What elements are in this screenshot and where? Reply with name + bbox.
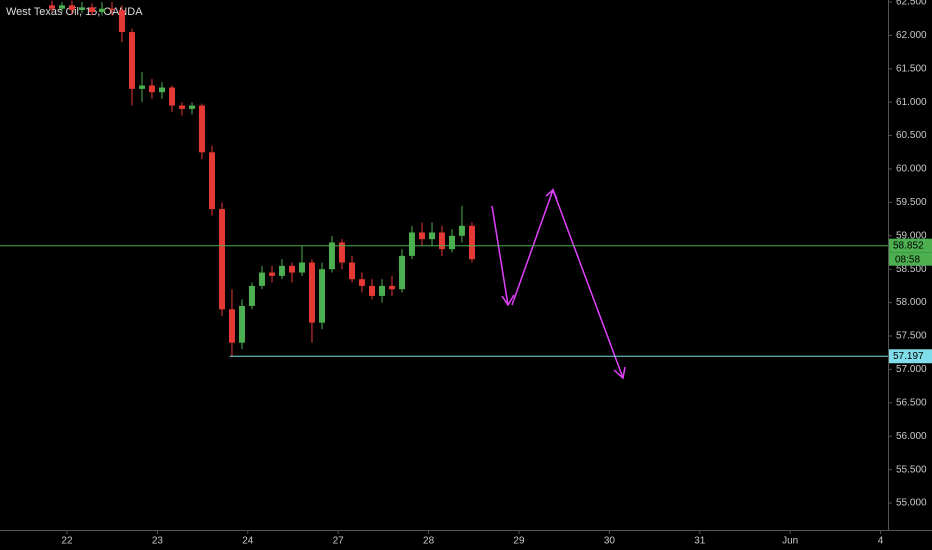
candle-body — [59, 5, 66, 9]
candle-body — [288, 265, 295, 273]
countdown-bg — [889, 252, 932, 266]
y-tick-label: 61.500 — [896, 63, 927, 74]
candle-body — [239, 305, 246, 343]
y-tick-label: 58.500 — [896, 264, 927, 275]
price-label-bg — [889, 349, 932, 364]
countdown: 08:58 — [895, 254, 920, 265]
y-tick-label: 56.500 — [896, 397, 927, 408]
arrowhead — [545, 188, 558, 200]
candle-body — [148, 85, 155, 93]
candle-body — [328, 242, 335, 270]
candle-body — [219, 209, 226, 310]
candle-body — [429, 232, 436, 240]
price-label: 57.197 — [893, 351, 924, 362]
arrow-down — [491, 205, 509, 306]
candle-body — [368, 285, 375, 296]
candle-body — [208, 152, 215, 210]
y-tick-label: 60.500 — [896, 130, 927, 141]
candle-body — [269, 272, 276, 276]
x-tick-label: 4 — [878, 536, 884, 547]
candle-body — [358, 279, 365, 286]
candle-body — [89, 7, 96, 13]
candle-body — [299, 262, 306, 273]
x-tick-label: 22 — [61, 536, 73, 547]
x-tick-label: 29 — [513, 536, 525, 547]
y-tick-label: 62.500 — [896, 0, 927, 8]
candle-body — [408, 232, 415, 256]
candle-body — [258, 272, 265, 286]
y-tick-label: 59.500 — [896, 197, 927, 208]
x-tick-label: 24 — [242, 536, 254, 547]
x-tick-label: 30 — [604, 536, 616, 547]
drawing-arrows — [491, 187, 626, 380]
arrowhead — [613, 366, 626, 380]
candle-body — [399, 255, 406, 290]
y-tick-label: 60.000 — [896, 164, 927, 175]
x-tick-label: Jun — [782, 536, 798, 547]
candle-body — [338, 242, 345, 263]
candle-body — [189, 105, 196, 109]
candle-body — [78, 7, 85, 11]
y-tick-label: 58.000 — [896, 297, 927, 308]
y-tick-label: 57.000 — [896, 364, 927, 375]
x-tick-label: 27 — [333, 536, 345, 547]
y-tick-label: 61.000 — [896, 97, 927, 108]
candle-body — [438, 232, 445, 250]
candle-body — [68, 5, 75, 11]
candle-body — [109, 8, 116, 11]
y-tick-label: 56.000 — [896, 431, 927, 442]
candle-body — [349, 262, 356, 280]
candle-body — [228, 309, 235, 343]
candle-body — [388, 285, 395, 290]
price-label: 58.852 — [893, 240, 924, 251]
candle-body — [319, 269, 326, 323]
candle-body — [308, 262, 315, 323]
arrowhead — [501, 294, 515, 307]
y-tick-label: 55.500 — [896, 464, 927, 475]
y-tick-label: 59.000 — [896, 230, 927, 241]
candle-body — [98, 8, 105, 13]
candle-body — [468, 225, 475, 260]
candle-body — [178, 105, 185, 109]
y-tick-label: 62.000 — [896, 30, 927, 41]
candle-body — [198, 105, 205, 153]
y-tick-label: 57.500 — [896, 331, 927, 342]
x-tick-label: 31 — [694, 536, 706, 547]
x-tick-label: 23 — [152, 536, 164, 547]
chart-title: West Texas Oil, 15, OANDA — [6, 6, 143, 18]
y-tick-label: 55.000 — [896, 498, 927, 509]
candle-body — [118, 10, 125, 33]
arrow-zigzag — [511, 187, 624, 379]
candle-body — [128, 32, 135, 89]
candle-body — [248, 285, 255, 306]
x-tick-label: 28 — [423, 536, 435, 547]
candle-body — [48, 5, 55, 9]
candle-body — [458, 225, 465, 236]
candle-body — [418, 232, 425, 240]
candle-body — [169, 87, 176, 106]
candle-body — [379, 285, 386, 296]
candle-body — [158, 87, 165, 93]
price-label-bg — [889, 238, 932, 253]
candle-body — [278, 265, 285, 276]
candle-body — [449, 235, 456, 250]
candle-body — [139, 85, 146, 89]
